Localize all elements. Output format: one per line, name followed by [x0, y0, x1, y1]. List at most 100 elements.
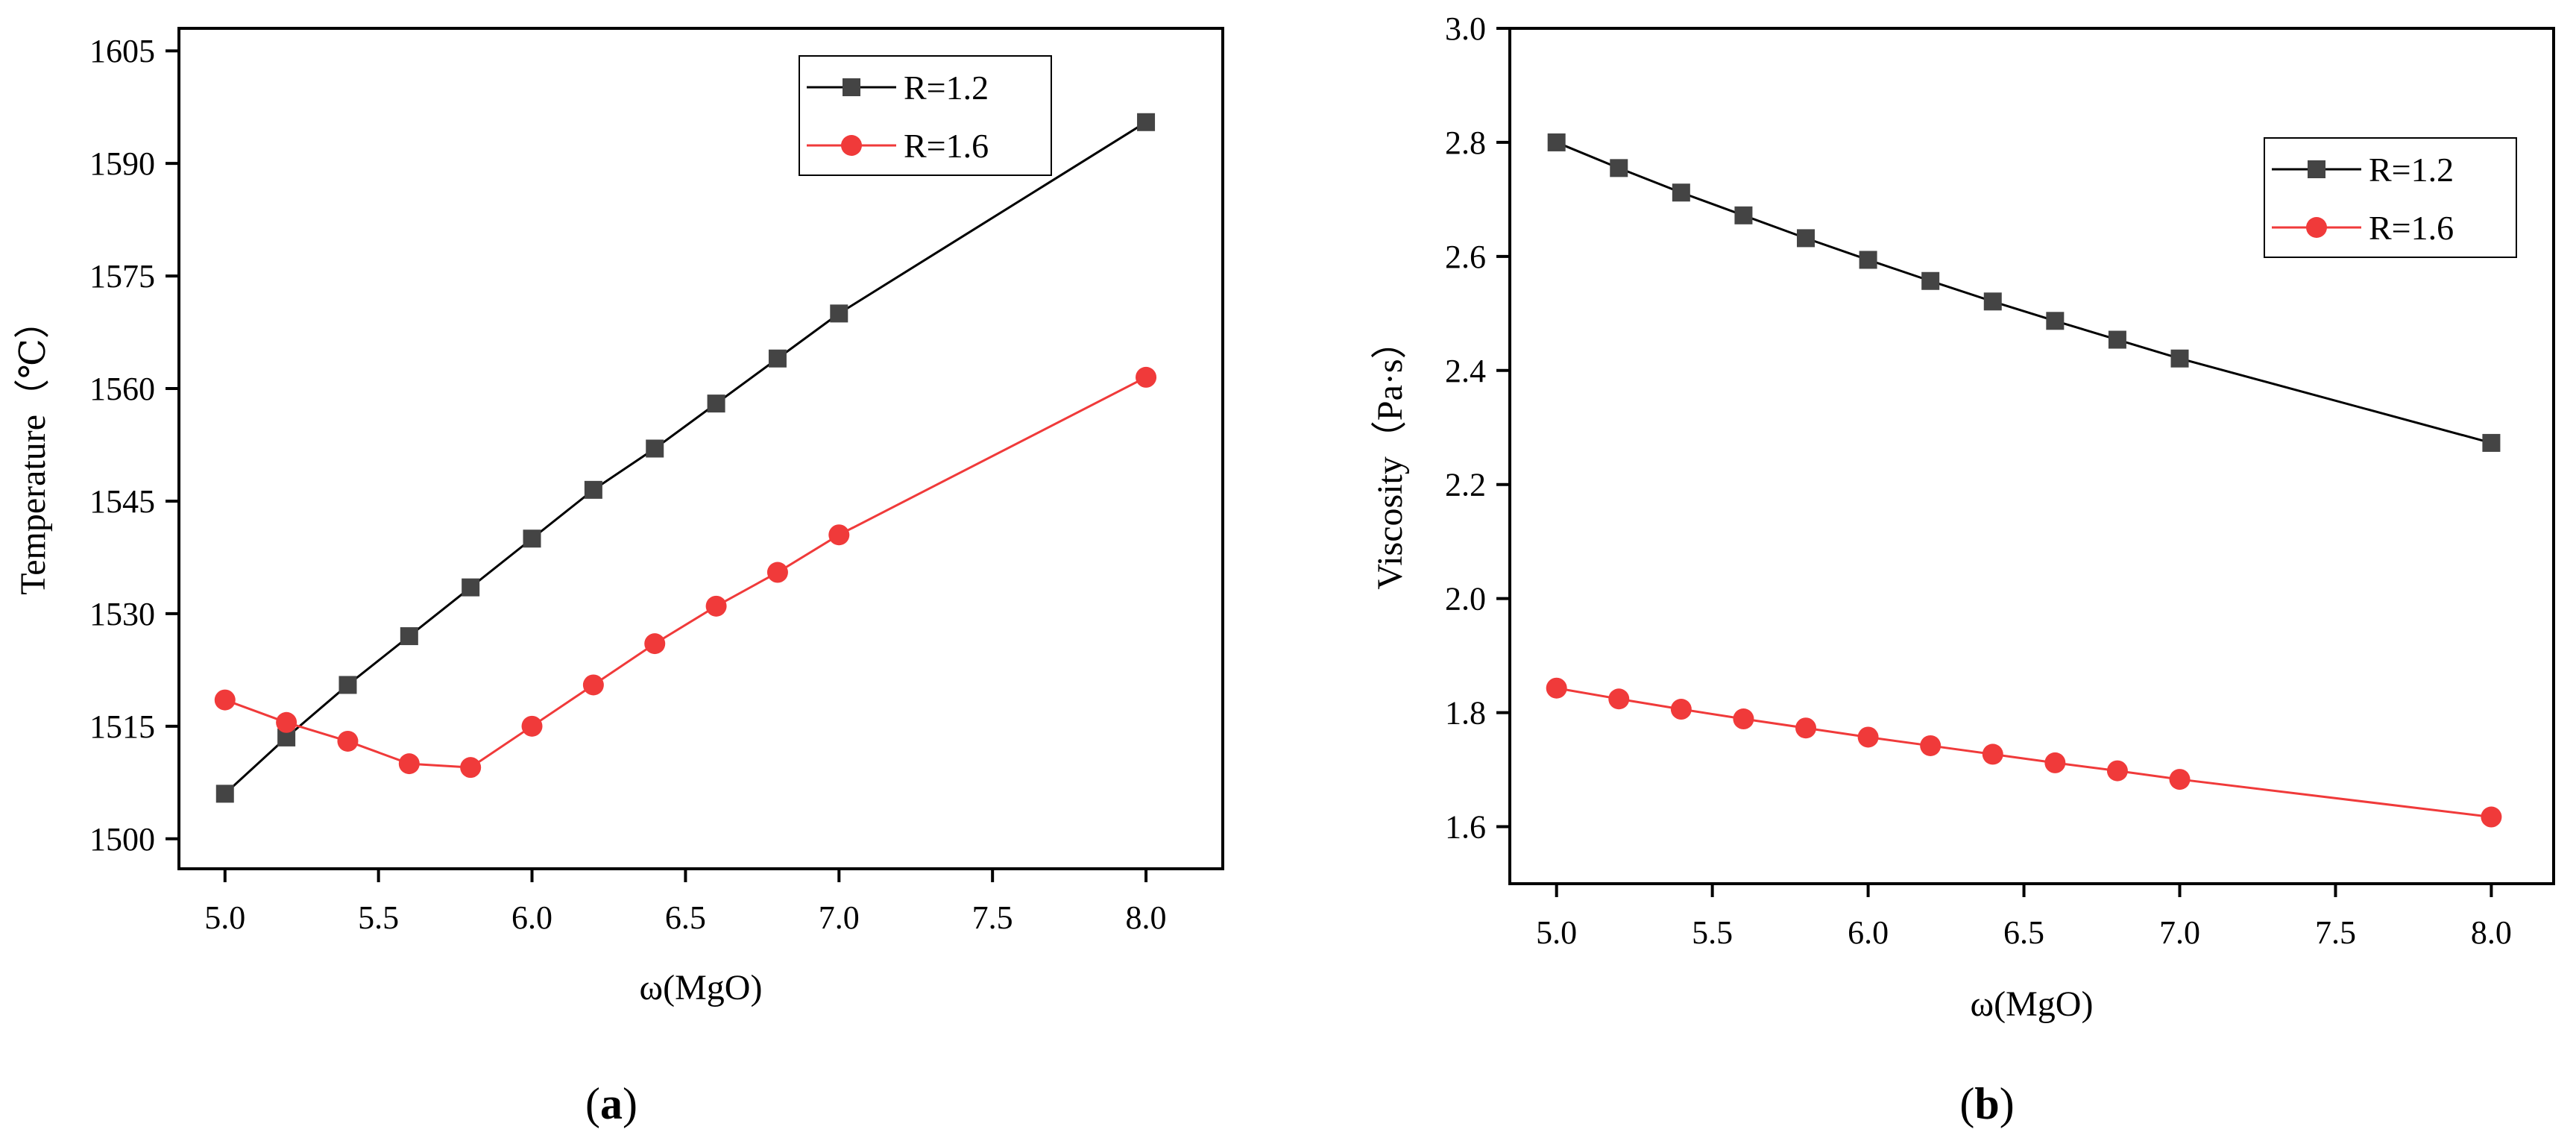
- panel-b-y-tick-label: 2.0: [1445, 581, 1486, 617]
- panel-b-x-tick-label: 7.0: [2159, 914, 2200, 951]
- panel-b-x-tick-label: 7.5: [2315, 914, 2356, 951]
- panel-a-series-r16-point: [582, 674, 604, 696]
- panel-a-series-r12-point: [830, 304, 848, 323]
- panel-a-x-tick-label: 7.0: [819, 899, 860, 936]
- panel-b-label-part: (: [1959, 1079, 1974, 1128]
- panel-b-series-r12-point: [1859, 251, 1877, 269]
- panel-a-x-tick-label: 5.5: [358, 899, 399, 936]
- panel-a-series-r16-point: [644, 633, 666, 655]
- panel-a-y-tick-label: 1530: [89, 596, 155, 632]
- panel-a-legend-box: [799, 55, 1052, 176]
- panel-a-series-r16-point: [214, 689, 236, 711]
- panel-a-series-r12-point: [646, 439, 664, 458]
- panel-b-series-r16-point: [1857, 726, 1879, 748]
- panel-a-label-part: (: [585, 1079, 600, 1128]
- panel-b-series-r16-point: [1546, 677, 1567, 699]
- panel-a-legend-marker: [841, 135, 862, 156]
- panel-a-y-tick-label: 1515: [89, 708, 155, 745]
- panel-b-legend-label: R=1.6: [2369, 209, 2454, 247]
- panel-b-series-r16-point: [1733, 708, 1754, 730]
- panel-a-series-r12-point: [768, 349, 787, 368]
- panel-b-x-axis-title: ω(MgO): [1971, 984, 2094, 1024]
- panel-b-series-r12-point: [1672, 183, 1690, 202]
- panel-b-x-tick-label: 6.5: [2003, 914, 2044, 951]
- panel-a-y-tick-label: 1560: [89, 371, 155, 407]
- panel-a-y-tick-label: 1500: [89, 821, 155, 858]
- panel-a-series-r12-point: [338, 676, 357, 694]
- panel-a-series-r12-point: [584, 480, 602, 499]
- panel-a-series-r12-point: [707, 394, 725, 413]
- panel-a-series-r16-point: [1136, 366, 1157, 388]
- panel-a-series-r16-point: [705, 595, 727, 617]
- panel-b-x-tick-label: 5.0: [1536, 914, 1577, 951]
- panel-b-x-tick-label: 5.5: [1692, 914, 1733, 951]
- panel-a-y-axis-title: Temperature（℃）: [13, 303, 53, 595]
- panel-a-x-tick-label: 6.0: [511, 899, 552, 936]
- panel-b-y-tick-label: 3.0: [1445, 10, 1486, 47]
- panel-a-series-r16-point: [521, 715, 543, 737]
- panel-b-series-r12-point: [2046, 312, 2065, 330]
- panel-b-series-r12-point: [1983, 292, 2002, 311]
- panel-b-series-r12-point: [1610, 159, 1628, 177]
- panel-b-series-r12-point: [2170, 349, 2189, 368]
- panel-a-series-r12-point: [400, 627, 418, 646]
- panel-b-y-tick-label: 2.4: [1445, 353, 1486, 389]
- panel-a-legend: R=1.2 R=1.6: [799, 55, 1052, 176]
- panel-b-y-tick-label: 2.6: [1445, 239, 1486, 275]
- panel-b-series-r16-point: [1982, 744, 2003, 765]
- panel-a-x-tick-label: 5.0: [204, 899, 245, 936]
- panel-b-y-axis-title: Viscosity（Pa·s）: [1370, 323, 1410, 589]
- panel-b-series-r16-point: [1608, 688, 1630, 710]
- panel-a-series-r16-point: [276, 711, 297, 733]
- panel-a-plot-frame: [177, 27, 1224, 870]
- panel-a-y-tick-label: 1605: [89, 33, 155, 69]
- panel-b-series-r16-point: [2044, 752, 2066, 773]
- panel-a-label: (a): [585, 1079, 637, 1128]
- panel-b-legend: R=1.2 R=1.6: [2264, 137, 2517, 258]
- panel-b-series-r16-point: [2106, 760, 2128, 782]
- panel-b-series-r16-point: [2169, 769, 2191, 790]
- panel-b-y-tick-label: 1.8: [1445, 695, 1486, 732]
- panel-b-label: (b): [1959, 1079, 2014, 1128]
- panel-b-legend-box: [2264, 137, 2517, 258]
- panel-b-series-r12-line: [1556, 141, 2492, 444]
- panel-a-label-part: a: [600, 1079, 623, 1128]
- panel-a-legend-label: R=1.2: [904, 69, 989, 107]
- panel-b-plot-frame: [1508, 27, 2555, 885]
- panel-a-x-axis-title: ω(MgO): [640, 968, 763, 1007]
- panel-b-legend-marker: [2308, 160, 2325, 178]
- panel-a-label-part: ): [623, 1079, 637, 1128]
- panel-a-series-r16-point: [337, 730, 359, 752]
- panel-b-series-r12-point: [1921, 271, 1940, 290]
- panel-a-x-tick-label: 8.0: [1126, 899, 1167, 936]
- panel-b-series-r12-point: [1547, 133, 1566, 151]
- panel-b-series-r16-point: [2481, 806, 2502, 828]
- panel-b-x-tick-label: 8.0: [2471, 914, 2512, 951]
- panel-b-series-r12-point: [2482, 433, 2501, 452]
- panel-b-y-tick-label: 1.6: [1445, 809, 1486, 846]
- panel-b-y-tick-label: 2.8: [1445, 125, 1486, 161]
- panel-b-series-r12-point: [1734, 206, 1753, 224]
- panel-a-series-r16-point: [828, 524, 850, 546]
- panel-b-label-part: b: [1974, 1079, 1999, 1128]
- panel-a-series-r16-point: [766, 562, 788, 583]
- panel-a-y-tick-label: 1590: [89, 145, 155, 182]
- panel-b-series-r12-point: [2108, 330, 2126, 349]
- panel-b: 5.0 5.5 6.0 6.5 7.0 7.5 8.0 1.6 1.8 2.0 2.2 2.4 2.6 2…: [1370, 10, 2555, 1128]
- panel-a-series-r16-point: [398, 753, 420, 775]
- panel-b-legend-label: R=1.2: [2369, 151, 2454, 189]
- panel-b-y-tick-label: 2.2: [1445, 467, 1486, 503]
- panel-b-x-tick-label: 6.0: [1848, 914, 1889, 951]
- panel-a-series-r12-point: [462, 578, 480, 597]
- panel-a-x-tick-label: 7.5: [972, 899, 1013, 936]
- panel-a-series-r16-point: [460, 757, 482, 779]
- panel-a-series-r16-line: [224, 376, 1147, 769]
- panel-a: 5.0 5.5 6.0 6.5 7.0 7.5 8.0 1500 1515 1530 1545 156…: [13, 27, 1224, 1128]
- panel-b-series-r12-point: [1797, 229, 1816, 248]
- panel-b-series-r16-point: [1795, 717, 1817, 739]
- panel-a-series-r12-point: [215, 785, 234, 803]
- panel-a-y-tick-label: 1545: [89, 483, 155, 520]
- panel-b-series-r16-point: [1920, 735, 1942, 756]
- panel-b-label-part: ): [2000, 1079, 2015, 1128]
